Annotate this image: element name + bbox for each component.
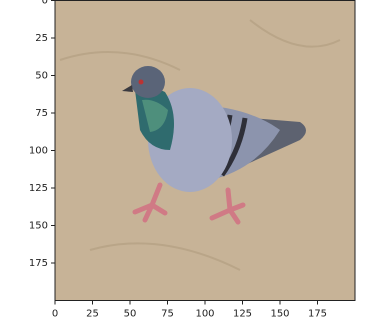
y-tick-label: 125 bbox=[29, 183, 48, 194]
y-tick-label: 25 bbox=[35, 33, 48, 44]
y-tick-label: 150 bbox=[29, 221, 48, 232]
x-tick-label: 100 bbox=[195, 309, 214, 320]
y-tick-label: 0 bbox=[42, 0, 48, 7]
x-tick-label: 50 bbox=[124, 309, 137, 320]
y-tick-label: 50 bbox=[35, 71, 48, 82]
photo bbox=[55, 1, 355, 301]
x-tick-label: 150 bbox=[270, 309, 289, 320]
y-tick-label: 75 bbox=[35, 108, 48, 119]
y-tick-label: 100 bbox=[29, 146, 48, 157]
y-tick-label: 175 bbox=[29, 258, 48, 269]
x-tick-label: 125 bbox=[233, 309, 252, 320]
eye bbox=[139, 80, 144, 85]
x-tick-label: 25 bbox=[86, 309, 99, 320]
page: 02550751001251501750255075100125150175 (… bbox=[0, 0, 381, 322]
figure: 0 25 50 75 100 125 150 175 0 25 50 75 100 125 150 175 bbox=[0, 0, 381, 322]
head bbox=[131, 66, 165, 98]
x-tick-label: 75 bbox=[161, 309, 174, 320]
x-tick-label: 0 bbox=[52, 309, 58, 320]
x-tick-label: 175 bbox=[308, 309, 327, 320]
